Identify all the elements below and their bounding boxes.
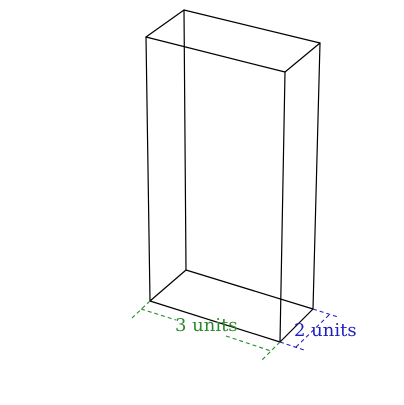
- width-dimension-line-left: [140, 308, 177, 321]
- width-dimension-tick-right: [261, 341, 281, 361]
- depth-dimension: 2 units: [279, 308, 357, 351]
- edge-bottom-right: [279, 308, 314, 343]
- edge-vertical-front-left: [145, 36, 151, 302]
- depth-dimension-line: [295, 313, 331, 348]
- width-dimension-line-right: [225, 335, 272, 352]
- edge-bottom-back: [185, 269, 314, 310]
- edge-bottom-front: [149, 300, 281, 343]
- depth-dimension-tick-back: [312, 308, 339, 318]
- prism-edges: [145, 9, 321, 343]
- width-label: 3 units: [175, 315, 238, 336]
- width-dimension: 3 units: [131, 300, 281, 361]
- edge-top-front: [284, 42, 321, 73]
- edge-vertical-front-right: [279, 71, 286, 343]
- depth-label: 2 units: [294, 320, 357, 341]
- edge-vertical-back-right: [312, 42, 321, 310]
- depth-dimension-tick-front: [279, 341, 305, 351]
- edge-top-back: [145, 9, 185, 38]
- edge-top-right: [183, 9, 321, 44]
- edge-vertical-back-left: [183, 9, 187, 271]
- edge-top-left: [145, 36, 286, 73]
- edge-bottom-left: [149, 269, 187, 302]
